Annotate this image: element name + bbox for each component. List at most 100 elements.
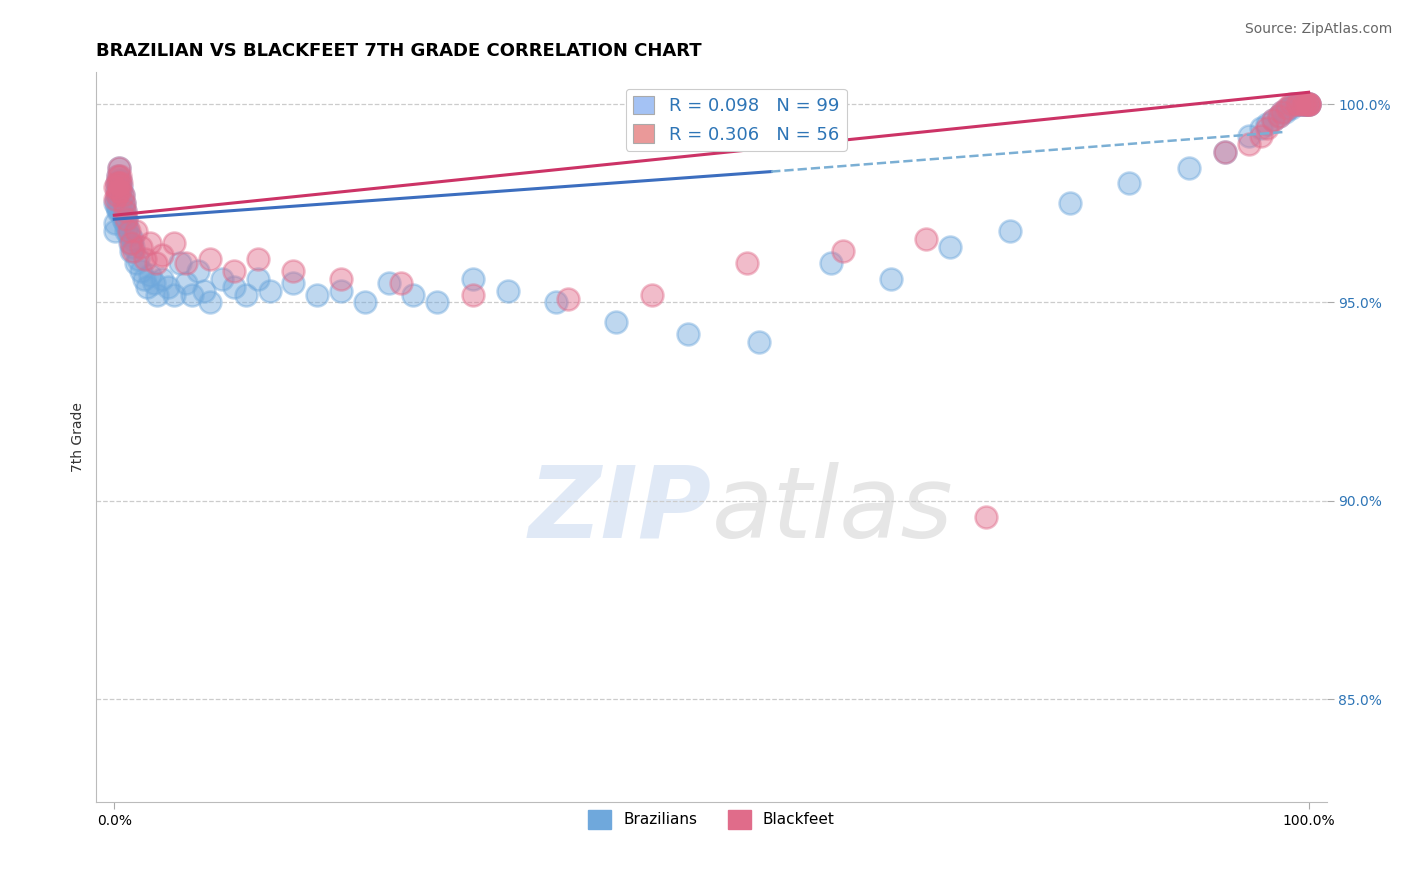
Text: ZIP: ZIP — [529, 462, 711, 558]
Point — [139, 235, 162, 250]
Point — [117, 224, 139, 238]
Point — [107, 204, 129, 219]
Point — [169, 256, 191, 270]
Point — [150, 271, 173, 285]
Point — [120, 244, 142, 258]
Point — [1292, 97, 1315, 112]
Point — [193, 284, 215, 298]
Point — [1256, 117, 1278, 131]
Point — [108, 177, 131, 191]
Y-axis label: 7th Grade: 7th Grade — [72, 402, 86, 472]
Point — [198, 252, 221, 266]
Point — [125, 224, 148, 238]
Point — [1288, 97, 1310, 112]
Point — [461, 287, 484, 301]
Point — [461, 271, 484, 285]
Point — [879, 271, 901, 285]
Point — [939, 240, 962, 254]
Point — [676, 327, 699, 342]
Point — [105, 177, 128, 191]
Point — [498, 284, 520, 298]
Point — [127, 252, 149, 266]
Point — [105, 200, 128, 214]
Point — [246, 271, 269, 285]
Point — [378, 276, 401, 290]
Point — [105, 192, 128, 206]
Point — [121, 232, 143, 246]
Point — [605, 315, 627, 329]
Point — [108, 161, 131, 175]
Point — [180, 287, 202, 301]
Point — [211, 271, 233, 285]
Point — [1268, 109, 1291, 123]
Point — [108, 177, 131, 191]
Point — [1285, 97, 1308, 112]
Point — [110, 196, 132, 211]
Point — [330, 271, 353, 285]
Point — [107, 169, 129, 183]
Point — [134, 271, 156, 285]
Point — [115, 224, 138, 238]
Point — [1178, 161, 1201, 175]
Point — [111, 188, 134, 202]
Point — [156, 279, 179, 293]
Point — [1279, 97, 1302, 112]
Point — [112, 196, 135, 211]
Point — [146, 287, 169, 301]
Point — [104, 216, 127, 230]
Point — [1298, 97, 1320, 112]
Point — [139, 268, 162, 282]
Point — [1298, 97, 1320, 112]
Point — [1059, 196, 1081, 211]
Point — [1298, 97, 1320, 112]
Point — [107, 169, 129, 183]
Point — [737, 256, 759, 270]
Point — [108, 204, 131, 219]
Point — [174, 256, 197, 270]
Point — [1261, 113, 1284, 128]
Point — [222, 279, 245, 293]
Point — [1271, 105, 1294, 120]
Point — [1250, 120, 1272, 135]
Point — [114, 216, 136, 230]
Point — [114, 204, 136, 219]
Point — [111, 212, 134, 227]
Point — [163, 287, 186, 301]
Point — [402, 287, 425, 301]
Point — [104, 224, 127, 238]
Point — [129, 240, 152, 254]
Point — [389, 276, 412, 290]
Point — [110, 185, 132, 199]
Point — [122, 244, 145, 258]
Point — [111, 188, 134, 202]
Point — [915, 232, 938, 246]
Point — [117, 228, 139, 243]
Point — [1268, 109, 1291, 123]
Point — [1294, 97, 1316, 112]
Point — [1277, 101, 1299, 115]
Point — [105, 177, 128, 191]
Point — [129, 264, 152, 278]
Point — [112, 196, 135, 211]
Point — [114, 204, 136, 219]
Point — [1271, 105, 1294, 120]
Point — [115, 212, 138, 227]
Point — [110, 180, 132, 194]
Point — [120, 235, 142, 250]
Point — [557, 292, 579, 306]
Point — [1291, 97, 1313, 112]
Point — [235, 287, 257, 301]
Point — [283, 276, 305, 290]
Point — [1298, 97, 1320, 112]
Point — [142, 276, 165, 290]
Point — [111, 200, 134, 214]
Point — [134, 252, 156, 266]
Point — [1292, 97, 1315, 112]
Point — [1279, 101, 1302, 115]
Point — [110, 192, 132, 206]
Text: Source: ZipAtlas.com: Source: ZipAtlas.com — [1244, 22, 1392, 37]
Point — [110, 204, 132, 219]
Point — [105, 185, 128, 199]
Point — [1256, 120, 1278, 135]
Point — [112, 208, 135, 222]
